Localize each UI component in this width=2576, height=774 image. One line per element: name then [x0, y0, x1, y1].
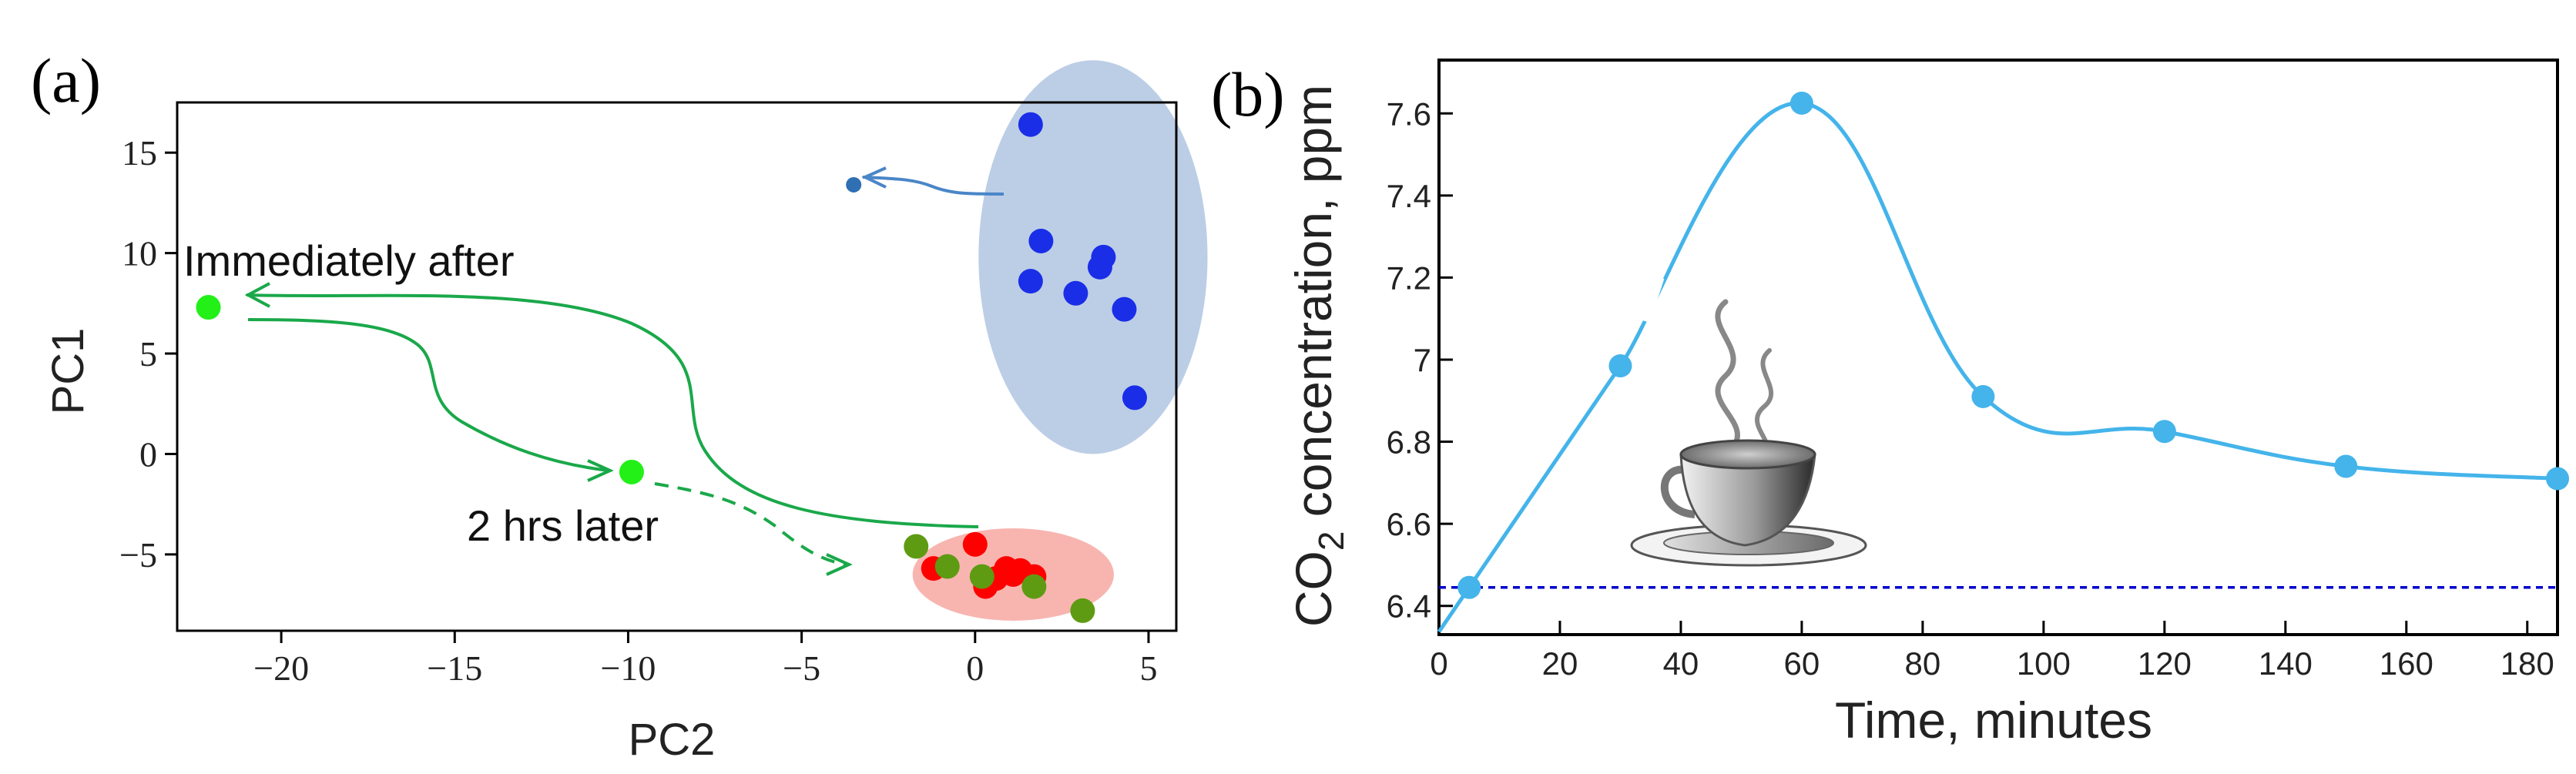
blue-arrowhead — [861, 166, 887, 189]
b-y-label-sub: 2 — [1311, 531, 1351, 551]
point-blue-cluster — [1087, 254, 1112, 280]
green-arrow-dashed-line — [654, 482, 848, 566]
b-x-tick-label: 160 — [2380, 645, 2433, 682]
panel-b: (b) 0 20 40 60 80 100 120 140 160 180 6.4 6.6 6.8 7 7… — [1211, 59, 2569, 749]
b-x-tick-label: 140 — [2259, 645, 2313, 682]
panel-a-label: (a) — [31, 45, 101, 116]
b-y-axis: 6.4 6.6 6.8 7 7.2 7.4 7.6 — [1387, 95, 1453, 625]
panel-b-label: (b) — [1211, 59, 1285, 129]
annotation-immediately-after: Immediately after — [183, 236, 515, 285]
a-x-tick-label: 5 — [1139, 648, 1157, 688]
blue-arrow-line — [862, 176, 1005, 196]
b-y-tick-label: 7 — [1414, 342, 1431, 378]
co2-point — [2546, 467, 2569, 491]
point-red-cluster — [962, 531, 988, 557]
a-y-tick-label: 0 — [139, 434, 157, 474]
green-arrow-lower-line — [247, 318, 609, 472]
b-x-tick-label: 120 — [2138, 645, 2192, 682]
a-arrows — [244, 166, 1005, 576]
coffee-cup-illustration — [1630, 299, 1867, 567]
a-x-axis-label: PC2 — [629, 715, 716, 765]
co2-point — [2152, 420, 2176, 444]
a-y-tick-label: −5 — [119, 535, 157, 575]
b-y-tick-label: 7.6 — [1387, 95, 1431, 132]
a-x-axis: −20 −15 −10 −5 0 5 — [253, 631, 1157, 688]
co2-point — [1457, 575, 1481, 599]
b-y-label-co: CO — [1285, 551, 1342, 627]
b-x-tick-label: 0 — [1430, 645, 1447, 682]
a-ellipses — [912, 60, 1208, 621]
point-blue-cluster — [1018, 112, 1043, 137]
cup-handle-icon — [1660, 465, 1696, 518]
point-olive-cluster — [934, 554, 960, 579]
a-x-tick-label: 0 — [966, 648, 984, 688]
b-x-axis: 0 20 40 60 80 100 120 140 160 180 — [1430, 621, 2554, 682]
a-y-axis: −5 0 5 10 15 — [119, 133, 177, 575]
a-points — [196, 112, 1147, 623]
green-arrowhead-dashed — [826, 553, 853, 576]
b-x-axis-label: Time, minutes — [1835, 692, 2152, 749]
point-olive-cluster — [1070, 598, 1095, 623]
b-y-tick-label: 6.8 — [1387, 424, 1431, 461]
co2-line — [1437, 101, 2558, 633]
panel-a: (a) −20 −15 −10 −5 0 5 −5 0 5 10 15 Immediately a… — [31, 45, 1208, 765]
annotation-2-hrs-later: 2 hrs later — [467, 501, 659, 550]
b-points — [1457, 91, 2569, 599]
point-bright-green — [619, 459, 644, 484]
point-olive-cluster — [904, 534, 929, 559]
green-arrowhead-upper — [244, 282, 270, 308]
point-red-cluster — [1001, 561, 1026, 587]
co2-point — [2334, 454, 2358, 478]
b-y-tick-label: 6.4 — [1387, 588, 1431, 625]
b-y-tick-label: 7.4 — [1387, 178, 1431, 214]
cup-rim-icon — [1679, 439, 1816, 470]
point-blue-cluster — [1028, 228, 1054, 253]
a-x-tick-label: −20 — [253, 648, 309, 688]
a-y-axis-label: PC1 — [43, 328, 93, 415]
point-blue-cluster — [1122, 385, 1147, 410]
co2-point — [1608, 353, 1632, 377]
b-x-tick-label: 20 — [1542, 645, 1578, 682]
point-blue-single — [846, 176, 862, 193]
curve-gap — [1623, 270, 1665, 323]
cup-body-icon — [1679, 453, 1816, 547]
point-blue-cluster — [1063, 280, 1088, 306]
green-arrowhead-lower — [587, 459, 614, 482]
a-y-tick-label: 15 — [122, 133, 157, 173]
point-olive-cluster — [1021, 574, 1047, 599]
b-y-tick-label: 6.6 — [1387, 506, 1431, 542]
b-y-tick-label: 7.2 — [1387, 260, 1431, 296]
b-x-tick-label: 80 — [1905, 645, 1941, 682]
steam-icon — [1715, 299, 1740, 450]
a-y-tick-label: 10 — [122, 234, 157, 273]
point-blue-cluster — [1112, 297, 1137, 322]
a-plot-frame — [176, 101, 1178, 632]
point-bright-green — [196, 295, 221, 320]
point-blue-cluster — [1018, 269, 1043, 294]
green-arrow-upper-line — [246, 293, 979, 528]
b-x-tick-label: 60 — [1784, 645, 1820, 682]
b-x-tick-label: 100 — [2017, 645, 2071, 682]
b-x-tick-label: 180 — [2501, 645, 2554, 682]
point-olive-cluster — [969, 564, 995, 589]
co2-point — [1789, 91, 1813, 115]
b-plot-frame — [1437, 59, 2559, 636]
b-y-axis-label: CO2 concentration, ppm — [1285, 85, 1351, 627]
a-x-tick-label: −10 — [600, 648, 656, 688]
a-x-tick-label: −15 — [427, 648, 482, 688]
co2-point — [1971, 384, 1995, 408]
b-y-label-rest: concentration, ppm — [1285, 85, 1342, 531]
a-y-tick-label: 5 — [139, 334, 157, 374]
a-x-tick-label: −5 — [783, 648, 820, 688]
b-x-tick-label: 40 — [1663, 645, 1699, 682]
